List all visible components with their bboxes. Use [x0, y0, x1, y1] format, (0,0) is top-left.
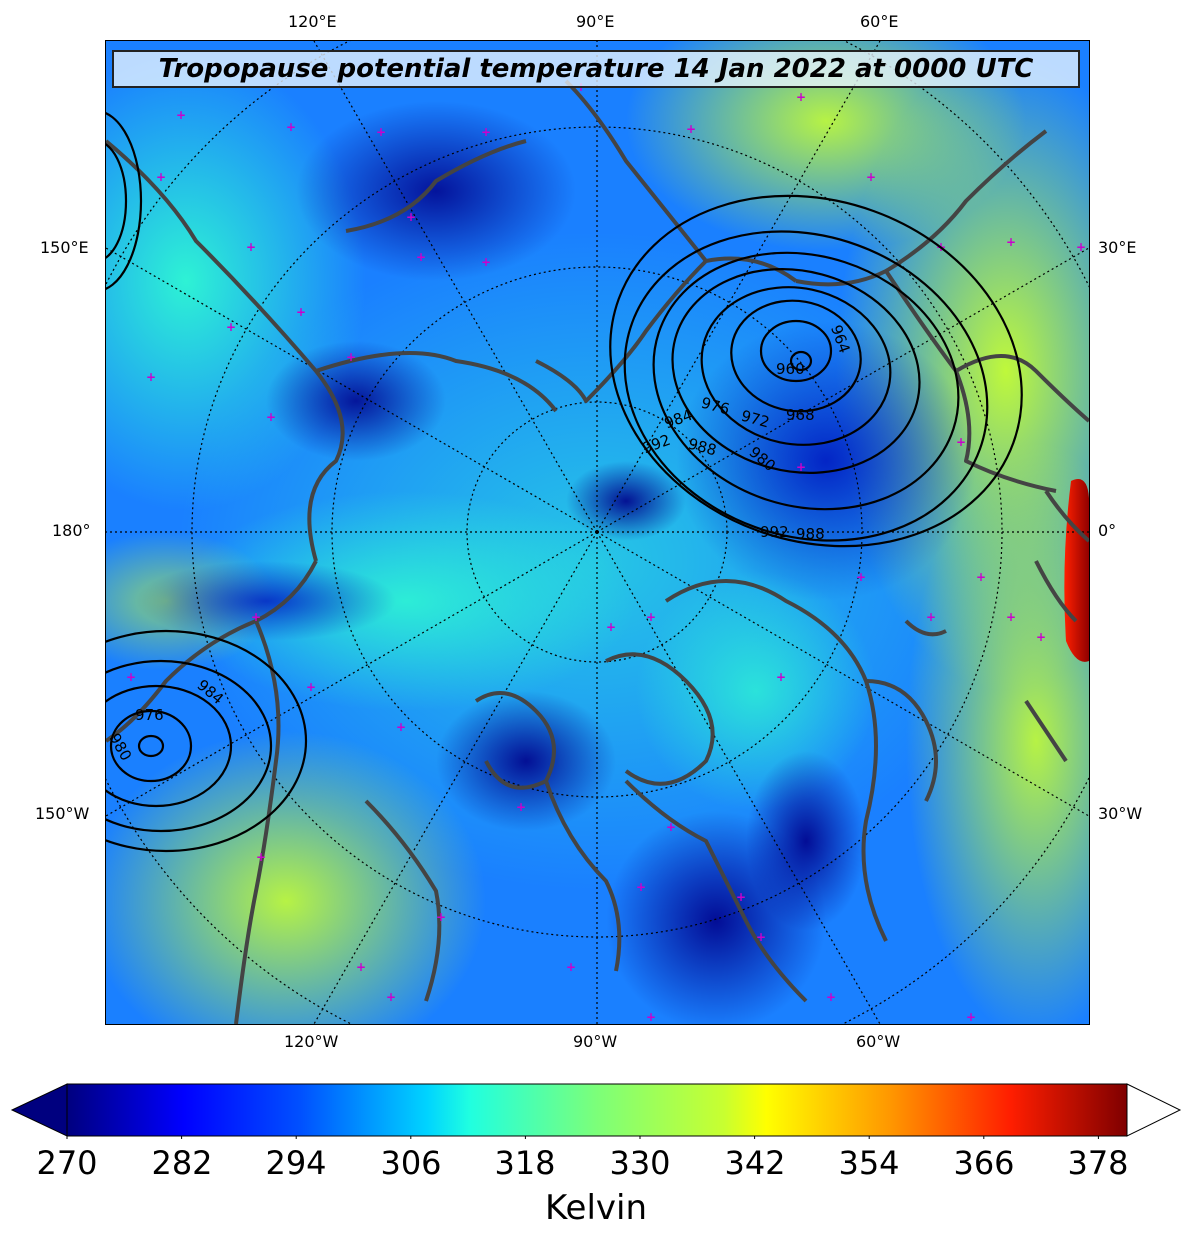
svg-text:+: + [176, 108, 186, 122]
svg-text:+: + [966, 1010, 976, 1024]
colorbar-extend-low [10, 1083, 68, 1137]
svg-text:+: + [736, 890, 746, 904]
svg-text:+: + [296, 305, 306, 319]
colorbar [10, 1083, 1182, 1139]
svg-text:+: + [386, 990, 396, 1004]
colorbar-tick-label: 378 [1067, 1144, 1129, 1182]
contour-label: 976 [135, 706, 164, 724]
contour-label: 992 [760, 523, 789, 541]
map-panel: + + + + + + + + + + + + + + + + + + + + + + + + + + + + + + … [105, 40, 1090, 1025]
lon-label-bottom: 90°W [573, 1032, 618, 1051]
colorbar-tick-label: 342 [724, 1144, 786, 1182]
contour-label: 968 [786, 406, 815, 424]
svg-text:+: + [346, 350, 356, 364]
lon-label-left: 180° [52, 521, 91, 540]
svg-text:+: + [481, 125, 491, 139]
svg-text:+: + [956, 435, 966, 449]
station-markers: ++ + + + + ++ + ++ + ++ + ++ + ++ + ++ + ++ + ++ + … [126, 80, 1086, 1024]
lon-label-right: 30°W [1098, 804, 1143, 823]
svg-text:+: + [146, 370, 156, 384]
svg-text:+: + [606, 620, 616, 634]
svg-text:+: + [646, 610, 656, 624]
contour-label: 960 [776, 360, 805, 378]
lon-label-left: 150°W [35, 804, 90, 823]
svg-text:+: + [1006, 235, 1016, 249]
svg-text:+: + [776, 670, 786, 684]
svg-text:+: + [866, 170, 876, 184]
svg-text:+: + [246, 240, 256, 254]
svg-text:+: + [396, 720, 406, 734]
svg-text:+: + [566, 960, 576, 974]
colorbar-ticks [66, 1136, 1099, 1139]
graticule [106, 41, 1089, 1024]
svg-text:+: + [156, 170, 166, 184]
svg-text:+: + [256, 850, 266, 864]
colorbar-tick-label: 330 [609, 1144, 671, 1182]
svg-text:+: + [926, 610, 936, 624]
svg-text:+: + [126, 670, 136, 684]
lon-label-right: 30°E [1098, 238, 1137, 257]
svg-text:+: + [286, 120, 296, 134]
svg-text:+: + [226, 320, 236, 334]
colorbar-tick-label: 354 [838, 1144, 900, 1182]
svg-text:+: + [646, 1010, 656, 1024]
svg-text:+: + [796, 460, 806, 474]
svg-text:+: + [266, 410, 276, 424]
colorbar-tick-label: 294 [265, 1144, 327, 1182]
svg-text:+: + [1036, 630, 1046, 644]
svg-text:+: + [356, 960, 366, 974]
lon-label-left: 150°E [40, 238, 89, 257]
svg-text:+: + [826, 990, 836, 1004]
svg-text:+: + [376, 125, 386, 139]
contour-label: 988 [796, 525, 825, 543]
lon-label-top: 120°E [288, 12, 337, 31]
svg-text:+: + [856, 570, 866, 584]
svg-text:+: + [686, 122, 696, 136]
svg-text:+: + [796, 90, 806, 104]
colorbar-label: Kelvin [544, 1188, 648, 1228]
svg-text:+: + [416, 250, 426, 264]
svg-text:+: + [251, 610, 261, 624]
coastlines [106, 79, 1089, 1024]
svg-text:+: + [516, 800, 526, 814]
svg-text:+: + [636, 880, 646, 894]
svg-text:+: + [756, 930, 766, 944]
colorbar-tick-label: 282 [151, 1144, 213, 1182]
svg-text:+: + [436, 910, 446, 924]
lon-label-top: 90°E [576, 12, 615, 31]
lon-label-right: 0° [1098, 521, 1117, 540]
lon-label-bottom: 120°W [284, 1032, 339, 1051]
svg-text:+: + [1006, 610, 1016, 624]
pressure-contours [106, 112, 1023, 853]
svg-text:+: + [306, 680, 316, 694]
colorbar-tick-label: 270 [36, 1144, 98, 1182]
colorbar-tick-label: 366 [953, 1144, 1015, 1182]
svg-text:+: + [406, 210, 416, 224]
colorbar-gradient [66, 1083, 1128, 1137]
lon-label-top: 60°E [860, 12, 899, 31]
map-title: Tropopause potential temperature 14 Jan … [112, 50, 1080, 88]
svg-text:+: + [976, 570, 986, 584]
svg-text:+: + [666, 820, 676, 834]
map-canvas: ++ + + + + ++ + ++ + ++ + ++ + ++ + ++ + ++ + ++ + … [106, 41, 1089, 1024]
svg-text:+: + [481, 255, 491, 269]
svg-text:+: + [1076, 240, 1086, 254]
colorbar-tick-label: 306 [380, 1144, 442, 1182]
colorbar-extend-high [1126, 1083, 1182, 1137]
colorbar-tick-label: 318 [494, 1144, 556, 1182]
lon-label-bottom: 60°W [856, 1032, 901, 1051]
